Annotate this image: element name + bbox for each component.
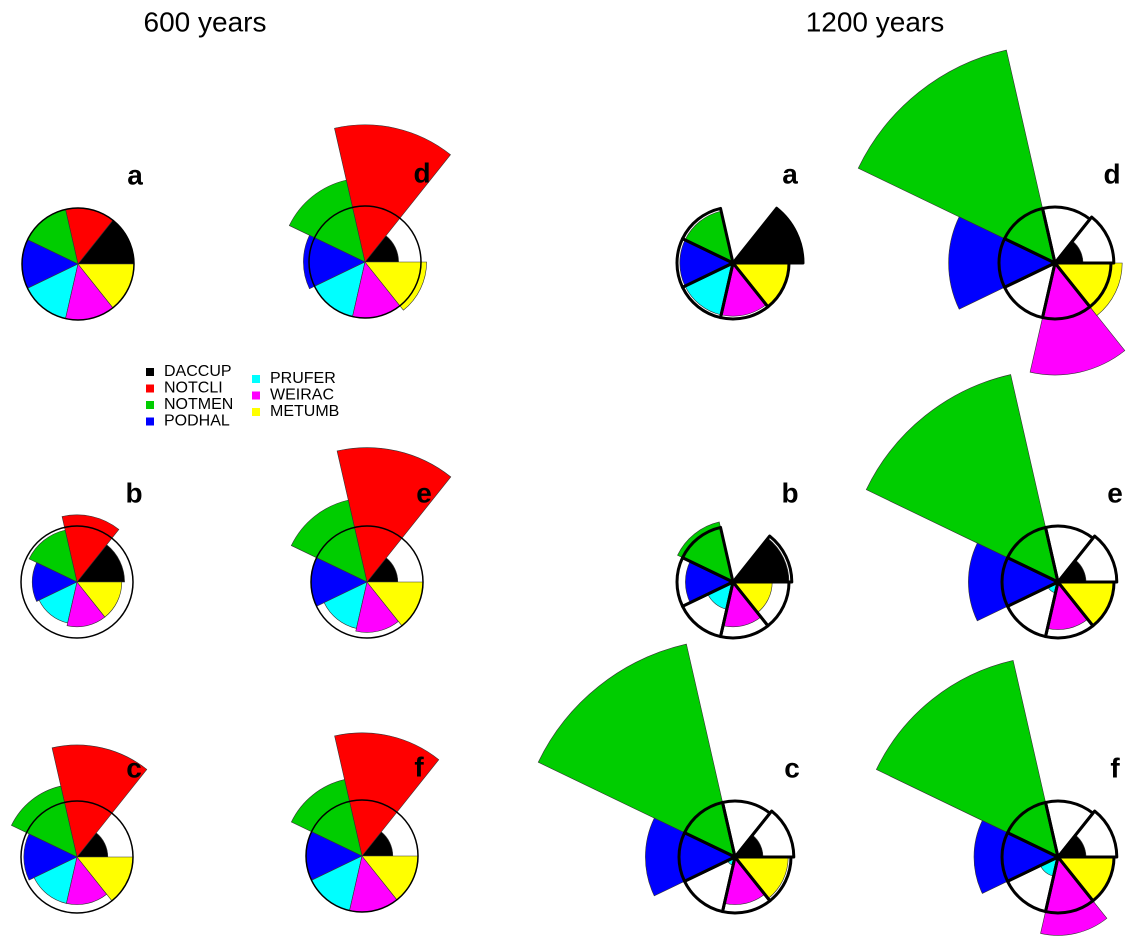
legend-label: WEIRAC [270, 387, 334, 404]
outline-sector [731, 534, 794, 584]
rose-wedge [537, 643, 736, 858]
group-title: 600 years [144, 6, 267, 37]
outline-sector [731, 261, 791, 309]
outline-sector [1056, 534, 1119, 584]
rose-wedge [76, 581, 123, 618]
rose-wedge [857, 49, 1056, 264]
legend-label: NOTCLI [164, 380, 223, 397]
legend-label: PODHAL [164, 413, 230, 430]
rose-wedge [1054, 262, 1123, 316]
rose-wedge [61, 514, 120, 583]
outline-sector [1053, 215, 1116, 265]
rose-wedge [865, 374, 1059, 583]
panel-letter: d [413, 157, 430, 188]
rose-wedge [973, 820, 1059, 894]
rose-wedge [1029, 262, 1126, 376]
legend-label: METUMB [270, 403, 339, 420]
outline-sector [733, 809, 796, 859]
legend-label: DACCUP [164, 363, 232, 380]
rose-wedge [948, 216, 1056, 310]
legend-swatch [146, 368, 154, 376]
legend-swatch [252, 391, 260, 400]
rose-wedge [290, 779, 363, 857]
panel-letter: c [784, 752, 800, 783]
panel-letter: a [127, 159, 143, 190]
panel-letter: b [781, 477, 798, 508]
outline-sector [733, 855, 793, 903]
reference-circle [20, 800, 134, 914]
panel-letter: c [126, 752, 142, 783]
outline-sector [731, 206, 805, 265]
legend-label: PRUFER [270, 370, 336, 387]
reference-circle [310, 525, 424, 639]
reference-circle [308, 205, 422, 319]
legend-swatch [146, 384, 154, 393]
outline-sector [1053, 261, 1113, 309]
legend-swatch [146, 401, 154, 409]
reference-circle [20, 525, 134, 639]
panel-letter: e [416, 477, 432, 508]
rose-wedge [732, 207, 804, 264]
rose-wedge [677, 521, 734, 583]
rose-wedge [334, 732, 440, 857]
rose-wedge [51, 744, 148, 858]
panel-letter: b [125, 477, 142, 508]
panel-letter: f [1110, 752, 1120, 783]
rose-wedge [28, 529, 78, 583]
rose-wedge [303, 234, 366, 290]
legend-swatch [252, 408, 260, 416]
panel-letter: d [1103, 158, 1120, 189]
panel-letter: f [414, 751, 424, 782]
reference-circle [21, 207, 135, 321]
outline-sector [1056, 809, 1119, 859]
rose-wedge [645, 817, 736, 897]
legend-label: NOTMEN [164, 396, 233, 413]
rose-wedge [364, 261, 427, 311]
rose-wedge [1040, 856, 1108, 936]
outline-sector [1056, 855, 1116, 903]
rose-wedge [334, 124, 451, 263]
rose-wedge [968, 542, 1059, 622]
panel-letter: e [1107, 477, 1123, 508]
outline-sector [1056, 580, 1116, 628]
rose-wedge [875, 660, 1059, 858]
rose-wedge [31, 562, 78, 602]
legend-swatch [146, 417, 154, 426]
reference-circle [305, 799, 419, 913]
panel-letter: a [782, 158, 798, 189]
group-title: 1200 years [806, 6, 945, 37]
legend-swatch [252, 375, 260, 383]
rose-wedge [23, 833, 78, 881]
rose-wedge [336, 447, 452, 583]
outline-sector [731, 580, 791, 628]
